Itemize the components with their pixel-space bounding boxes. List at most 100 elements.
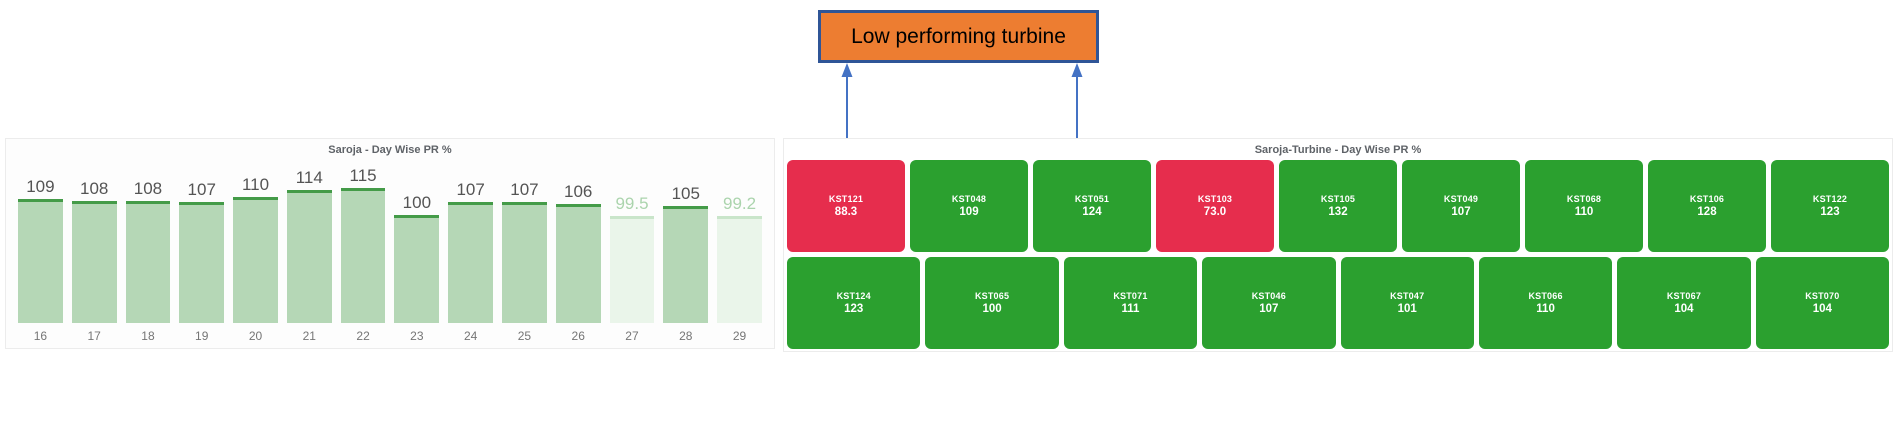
bar-rect	[555, 204, 601, 323]
tile-pr-value: 123	[844, 303, 864, 315]
treemap-tile[interactable]: KST070 104	[1755, 257, 1889, 349]
bar-value-label: 100	[402, 193, 432, 212]
treemap-tile[interactable]: KST065 100	[925, 257, 1059, 349]
treemap-row-2: KST124 123 KST065 100 KST071 111 KST046 …	[787, 257, 1889, 349]
bar-rect	[18, 199, 63, 323]
annotation-box: Low performing turbine	[818, 10, 1099, 63]
treemap-tile[interactable]: KST105 132	[1279, 160, 1397, 252]
tile-pr-value: 73.0	[1203, 206, 1227, 218]
bar[interactable]: 105 28	[663, 157, 709, 347]
tile-pr-value: 107	[1259, 303, 1279, 315]
treemap-tile[interactable]: KST046 107	[1202, 257, 1336, 349]
bar-value-label: 99.2	[723, 194, 757, 213]
bar[interactable]: 109 16	[18, 157, 63, 347]
treemap-title: Saroja-Turbine - Day Wise PR %	[1254, 144, 1422, 156]
tile-pr-value: 110	[1574, 206, 1594, 218]
treemap-tile[interactable]: KST103 73.0	[1156, 160, 1274, 252]
tile-turbine-id: KST122	[1812, 194, 1848, 204]
bar-chart-plot: 109 16 108 17 108 18 107 19 110 20 114 2…	[6, 157, 774, 347]
bar-value-label: 107	[456, 180, 485, 199]
bar[interactable]: 99.5 27	[609, 157, 655, 347]
bar-category-label: 25	[517, 329, 532, 343]
tile-turbine-id: KST047	[1390, 291, 1425, 301]
tile-pr-value: 132	[1328, 206, 1348, 218]
daywise-pr-chart-panel: Saroja - Day Wise PR % 109 16 108 17 108…	[5, 138, 775, 349]
tile-turbine-id: KST065	[974, 291, 1010, 301]
turbine-pr-treemap-panel: Saroja-Turbine - Day Wise PR % KST121 88…	[783, 138, 1893, 352]
bar[interactable]: 108 18	[125, 157, 171, 347]
bar-chart-title: Saroja - Day Wise PR %	[328, 144, 452, 156]
treemap-tile[interactable]: KST068 110	[1525, 160, 1643, 252]
treemap-tile[interactable]: KST121 88.3	[787, 160, 905, 252]
bar-category-label: 24	[463, 329, 478, 343]
bar-category-label: 26	[571, 329, 585, 343]
treemap-tile[interactable]: KST047 101	[1340, 257, 1474, 349]
bar[interactable]: 115 22	[340, 157, 386, 347]
bar-rect	[502, 202, 547, 323]
bar[interactable]: 108 17	[71, 157, 117, 347]
bar[interactable]: 99.2 29	[717, 157, 762, 347]
bar-rect	[609, 216, 655, 323]
bar-rect	[125, 201, 171, 323]
treemap-tile[interactable]: KST051 124	[1033, 160, 1151, 252]
tile-turbine-id: KST049	[1443, 194, 1479, 204]
bar-rect	[448, 202, 494, 323]
bar-category-label: 20	[248, 329, 263, 343]
bar[interactable]: 106 26	[555, 157, 601, 347]
treemap-tile[interactable]: KST049 107	[1402, 160, 1520, 252]
bar-category-label: 16	[33, 329, 48, 343]
bar[interactable]: 107 19	[179, 157, 225, 347]
bar-value-label: 114	[295, 168, 323, 187]
tile-turbine-id: KST068	[1566, 194, 1602, 204]
tile-pr-value: 101	[1397, 303, 1417, 315]
tile-turbine-id: KST066	[1528, 291, 1563, 301]
tile-pr-value: 104	[1812, 303, 1832, 315]
bar[interactable]: 107 25	[502, 157, 547, 347]
tile-pr-value: 124	[1082, 206, 1102, 218]
bar-category-label: 22	[356, 329, 370, 343]
bar-value-label: 107	[510, 180, 539, 199]
tile-pr-value: 104	[1674, 303, 1694, 315]
bar-category-label: 29	[732, 329, 747, 343]
treemap-tile[interactable]: KST067 104	[1617, 257, 1751, 349]
bar-value-label: 107	[187, 180, 216, 199]
tile-turbine-id: KST121	[828, 194, 864, 204]
tile-pr-value: 100	[982, 303, 1002, 315]
tile-turbine-id: KST067	[1666, 291, 1702, 301]
bar[interactable]: 110 20	[233, 157, 278, 347]
tile-turbine-id: KST124	[836, 291, 871, 301]
bar-category-label: 19	[195, 329, 209, 343]
treemap-row-1: KST121 88.3 KST048 109 KST051 124 KST103…	[787, 160, 1889, 252]
tile-pr-value: 128	[1697, 206, 1717, 218]
treemap-tile[interactable]: KST066 110	[1478, 257, 1613, 349]
bar-category-label: 28	[679, 329, 693, 343]
arrow-head-icon	[1071, 63, 1083, 77]
tile-pr-value: 123	[1820, 206, 1840, 218]
treemap-tile[interactable]: KST124 123	[787, 257, 921, 349]
tile-turbine-id: KST070	[1805, 291, 1840, 301]
bar-value-label: 105	[671, 184, 700, 203]
bar-value-label: 108	[79, 179, 109, 198]
treemap-rows: KST121 88.3 KST048 109 KST051 124 KST103…	[784, 157, 1892, 349]
bar[interactable]: 100 23	[394, 157, 440, 347]
tile-pr-value: 107	[1451, 206, 1471, 218]
bar[interactable]: 107 24	[448, 157, 494, 347]
treemap-tile[interactable]: KST048 109	[910, 160, 1028, 252]
bar[interactable]: 114 21	[286, 157, 332, 347]
bar-rect	[717, 216, 762, 323]
treemap-tile[interactable]: KST071 111	[1063, 257, 1198, 349]
bar-category-label: 23	[410, 329, 424, 343]
tile-pr-value: 88.3	[834, 206, 858, 218]
bar-category-label: 18	[141, 329, 155, 343]
tile-turbine-id: KST051	[1074, 194, 1110, 204]
bar-rect	[179, 202, 225, 323]
tile-turbine-id: KST106	[1689, 194, 1725, 204]
tile-turbine-id: KST105	[1320, 194, 1356, 204]
tile-pr-value: 109	[959, 206, 979, 218]
treemap-tile[interactable]: KST122 123	[1771, 160, 1889, 252]
tile-pr-value: 111	[1121, 303, 1140, 315]
bar-rect	[71, 201, 117, 323]
treemap-tile[interactable]: KST106 128	[1648, 160, 1766, 252]
bar-rect	[340, 188, 386, 323]
tile-turbine-id: KST046	[1251, 291, 1286, 301]
